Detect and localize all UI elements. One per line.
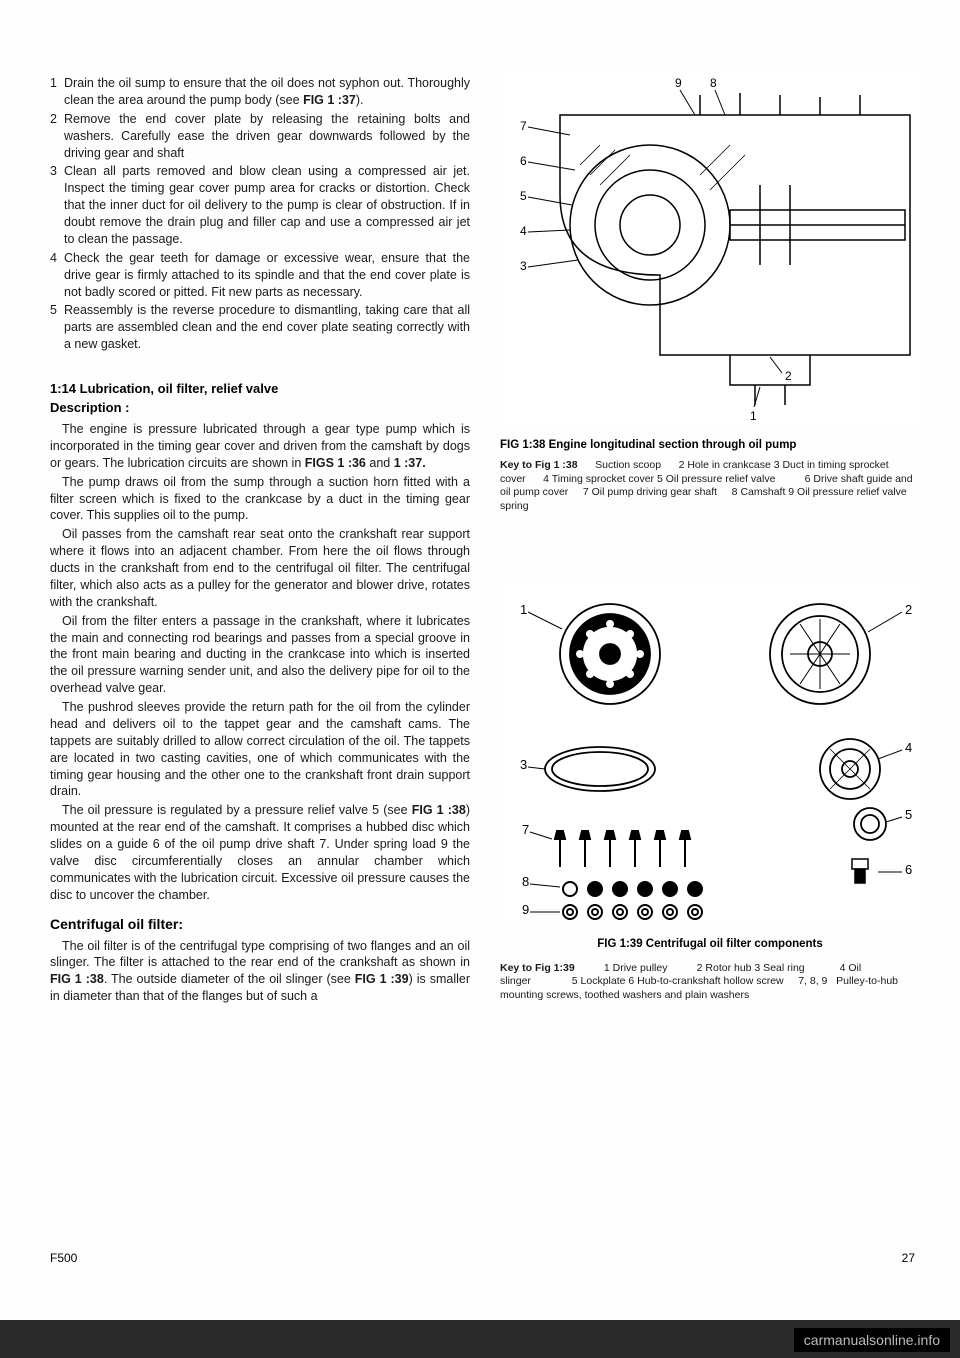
callout-9: 9 <box>675 76 682 90</box>
callout-3: 3 <box>520 757 527 772</box>
paragraph: The pump draws oil from the sump through… <box>50 474 470 525</box>
item-number: 1 <box>50 75 64 109</box>
paragraph: The engine is pressure lubricated throug… <box>50 421 470 472</box>
list-item: 5Reassembly is the reverse procedure to … <box>50 302 470 353</box>
footer-model: F500 <box>50 1251 77 1265</box>
paragraph: Oil from the filter enters a passage in … <box>50 613 470 697</box>
callout-6: 6 <box>520 154 527 168</box>
item-number: 5 <box>50 302 64 353</box>
watermark: carmanualsonline.info <box>794 1328 950 1352</box>
paragraph: Oil passes from the camshaft rear seat o… <box>50 526 470 610</box>
callout-6: 6 <box>905 862 912 877</box>
figure-1-38: 7 6 5 4 3 9 8 1 2 <box>500 75 920 425</box>
right-column: 7 6 5 4 3 9 8 1 2 FIG 1:38 Engine longit <box>500 75 920 1007</box>
item-text: Remove the end cover plate by releasing … <box>64 111 470 162</box>
description-label: Description : <box>50 400 470 415</box>
item-text: Drain the oil sump to ensure that the oi… <box>64 75 470 109</box>
centrifugal-heading: Centrifugal oil filter: <box>50 916 470 932</box>
fig-1-39-key: Key to Fig 1:39 1 Drive pulley 2 Rotor h… <box>500 962 920 1003</box>
callout-5: 5 <box>905 807 912 822</box>
fig-1-39-caption: FIG 1:39 Centrifugal oil filter componen… <box>500 938 920 950</box>
callout-7: 7 <box>520 119 527 133</box>
engine-section-diagram: 7 6 5 4 3 9 8 1 2 <box>500 75 920 425</box>
list-item: 4Check the gear teeth for damage or exce… <box>50 250 470 301</box>
manual-page: 1Drain the oil sump to ensure that the o… <box>0 0 960 1320</box>
item-text: Check the gear teeth for damage or exces… <box>64 250 470 301</box>
callout-7: 7 <box>522 822 529 837</box>
paragraph: The pushrod sleeves provide the return p… <box>50 699 470 800</box>
paragraph: The oil filter is of the centrifugal typ… <box>50 938 470 1006</box>
item-number: 3 <box>50 163 64 247</box>
section-heading-114: 1:14 Lubrication, oil filter, relief val… <box>50 381 470 396</box>
callout-8: 8 <box>710 76 717 90</box>
item-number: 2 <box>50 111 64 162</box>
item-number: 4 <box>50 250 64 301</box>
two-column-layout: 1Drain the oil sump to ensure that the o… <box>50 75 920 1007</box>
callout-4: 4 <box>520 224 527 238</box>
list-item: 1Drain the oil sump to ensure that the o… <box>50 75 470 109</box>
footer-page-number: 27 <box>902 1251 915 1265</box>
item-text: Clean all parts removed and blow clean u… <box>64 163 470 247</box>
fig-1-38-key: Key to Fig 1 :38 Suction scoop 2 Hole in… <box>500 459 920 514</box>
list-item: 2Remove the end cover plate by releasing… <box>50 111 470 162</box>
left-column: 1Drain the oil sump to ensure that the o… <box>50 75 470 1007</box>
callout-1: 1 <box>750 409 757 423</box>
callout-1: 1 <box>520 602 527 617</box>
callout-3: 3 <box>520 259 527 273</box>
callout-2: 2 <box>785 369 792 383</box>
callout-8: 8 <box>522 874 529 889</box>
callout-4: 4 <box>905 740 912 755</box>
oil-filter-components-diagram: 1 2 3 4 5 6 7 8 9 <box>500 584 920 924</box>
procedure-list: 1Drain the oil sump to ensure that the o… <box>50 75 470 353</box>
figure-1-39: 1 2 3 4 5 6 7 8 9 <box>500 584 920 924</box>
fig-1-38-caption: FIG 1:38 Engine longitudinal section thr… <box>500 439 920 451</box>
callout-5: 5 <box>520 189 527 203</box>
paragraph: The oil pressure is regulated by a press… <box>50 802 470 903</box>
list-item: 3Clean all parts removed and blow clean … <box>50 163 470 247</box>
item-text: Reassembly is the reverse procedure to d… <box>64 302 470 353</box>
callout-2: 2 <box>905 602 912 617</box>
callout-9: 9 <box>522 902 529 917</box>
